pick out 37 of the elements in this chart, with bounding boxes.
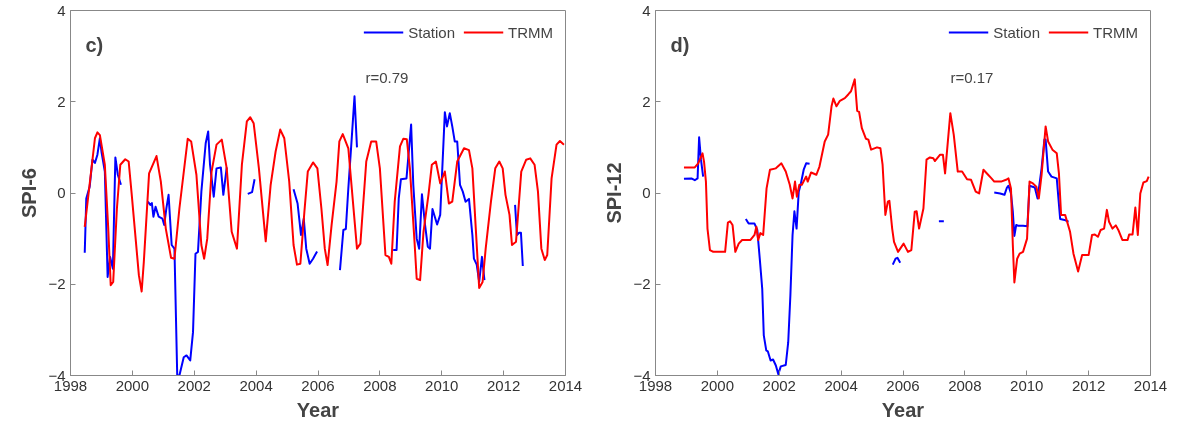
x-tick-label: 2014 xyxy=(548,376,583,394)
x-tick-label: 2012 xyxy=(486,376,521,394)
y-axis-title: SPI-12 xyxy=(603,162,626,224)
y-tick-label: −2 xyxy=(633,275,651,293)
x-tick-label: 2010 xyxy=(425,376,459,394)
legend-label: Station xyxy=(408,23,455,41)
x-tick-label: 2002 xyxy=(762,376,796,394)
x-tick-label: 2004 xyxy=(239,376,273,394)
x-tick-label: 2004 xyxy=(824,376,858,394)
annotation: r=0.79 xyxy=(365,68,409,86)
x-axis-title: Year xyxy=(881,398,925,421)
y-tick-label: 2 xyxy=(57,92,66,110)
text: c) xyxy=(85,33,104,56)
line-series xyxy=(83,116,565,293)
y-tick-label: −2 xyxy=(48,275,66,293)
y-tick-label: 0 xyxy=(57,184,66,201)
x-axis-title: Year xyxy=(296,398,340,421)
x-tick-label: 2000 xyxy=(700,376,735,394)
x-tick-label: 2002 xyxy=(177,376,211,394)
text: d) xyxy=(670,33,690,56)
x-tick-label: 2008 xyxy=(363,376,397,394)
x-tick-label: 2008 xyxy=(948,376,982,394)
x-tick-label: 2006 xyxy=(886,376,920,394)
x-tick-label: 2000 xyxy=(115,376,150,394)
x-tick-label: 2014 xyxy=(1133,376,1168,394)
y-tick-label: 4 xyxy=(57,1,66,19)
y-tick-label: 4 xyxy=(642,1,651,19)
y-tick-label: 0 xyxy=(642,184,651,201)
y-axis-title: SPI-6 xyxy=(18,167,41,219)
x-tick-label: 2010 xyxy=(1010,376,1044,394)
y-tick-label: 2 xyxy=(642,92,651,110)
legend-label: TRMM xyxy=(508,23,553,41)
legend-label: TRMM xyxy=(1093,23,1138,41)
legend-label: Station xyxy=(993,23,1040,41)
x-tick-label: 2006 xyxy=(301,376,335,394)
x-tick-label: 2012 xyxy=(1071,376,1106,394)
annotation: r=0.17 xyxy=(950,68,994,86)
